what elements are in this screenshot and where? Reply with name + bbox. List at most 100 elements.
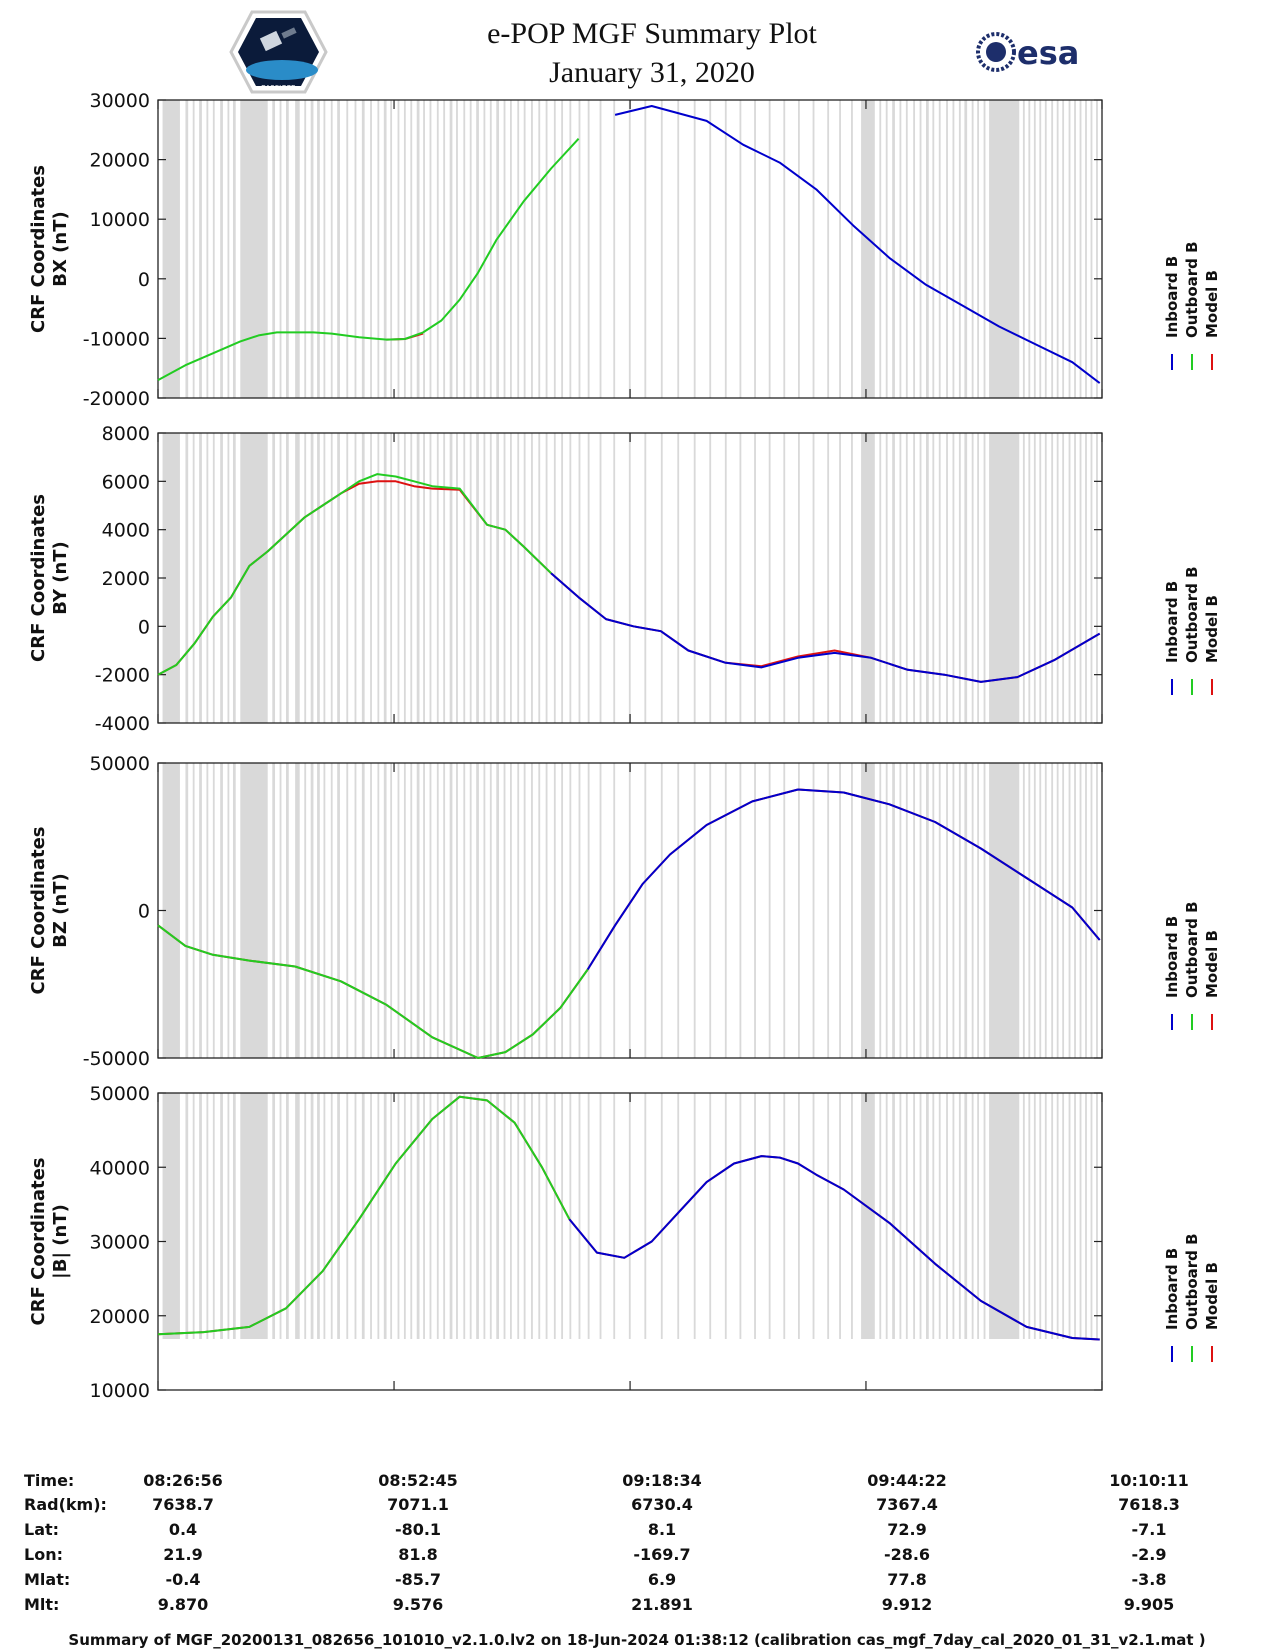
shaded-band bbox=[545, 1093, 548, 1339]
legend-label: Outboard B bbox=[1183, 241, 1201, 338]
ephemeris-value: 0.4 bbox=[169, 1520, 197, 1539]
shaded-band bbox=[693, 763, 696, 1058]
shaded-band bbox=[456, 100, 458, 398]
shaded-band bbox=[354, 763, 357, 1058]
shaded-band bbox=[272, 1093, 276, 1339]
shaded-band bbox=[206, 100, 209, 398]
series-line-outboard-b bbox=[157, 924, 589, 1059]
shaded-band bbox=[569, 433, 572, 723]
shaded-band bbox=[885, 763, 888, 1058]
shaded-band bbox=[1068, 763, 1071, 1058]
shaded-band bbox=[330, 433, 333, 723]
shaded-band bbox=[1074, 1093, 1076, 1339]
shaded-band bbox=[587, 433, 590, 723]
shaded-band bbox=[1056, 1093, 1059, 1339]
shaded-band bbox=[240, 433, 268, 723]
shaded-band bbox=[279, 433, 282, 723]
shaded-band bbox=[677, 433, 680, 723]
shaded-band bbox=[212, 763, 215, 1058]
shaded-band bbox=[390, 1093, 393, 1339]
shaded-band bbox=[754, 100, 756, 398]
shaded-band bbox=[768, 1093, 771, 1339]
shaded-band bbox=[977, 763, 980, 1058]
y-tick-label: 10000 bbox=[90, 1380, 150, 1402]
shaded-band bbox=[885, 433, 888, 723]
shaded-band bbox=[861, 763, 875, 1058]
y-tick-label: 0 bbox=[138, 901, 150, 923]
shaded-band bbox=[361, 763, 365, 1058]
shaded-band bbox=[397, 1093, 400, 1339]
shaded-band bbox=[397, 763, 400, 1058]
shaded-band bbox=[220, 433, 223, 723]
shaded-band bbox=[1090, 763, 1093, 1058]
shaded-band bbox=[946, 1093, 948, 1339]
shaded-band bbox=[1033, 763, 1036, 1058]
shaded-band bbox=[1074, 433, 1076, 723]
shaded-band bbox=[905, 100, 908, 398]
shaded-band bbox=[377, 1093, 380, 1339]
shaded-band bbox=[279, 763, 282, 1058]
shaded-band bbox=[220, 1093, 223, 1339]
shaded-band bbox=[162, 100, 180, 398]
shaded-band bbox=[1039, 433, 1042, 723]
shaded-band bbox=[569, 763, 572, 1058]
y-tick-label: -2000 bbox=[95, 665, 150, 687]
shaded-band bbox=[754, 433, 756, 723]
shaded-band bbox=[768, 100, 771, 398]
shaded-band bbox=[892, 1093, 895, 1339]
ephemeris-value: 81.8 bbox=[398, 1545, 437, 1564]
shaded-band bbox=[390, 433, 393, 723]
shaded-band bbox=[739, 100, 742, 398]
ephemeris-value: -169.7 bbox=[633, 1545, 690, 1564]
shaded-band bbox=[827, 100, 830, 398]
shaded-band bbox=[304, 100, 307, 398]
ephemeris-value: 72.9 bbox=[887, 1520, 926, 1539]
shaded-band bbox=[346, 1093, 349, 1339]
shaded-band bbox=[232, 100, 236, 398]
shaded-band bbox=[185, 1093, 189, 1339]
shaded-band bbox=[851, 433, 853, 723]
ephemeris-value: 7618.3 bbox=[1118, 1495, 1180, 1514]
shaded-band bbox=[971, 433, 974, 723]
shaded-band bbox=[370, 433, 372, 723]
ephemeris-value: -2.9 bbox=[1132, 1545, 1167, 1564]
shaded-band bbox=[436, 100, 439, 398]
shaded-band bbox=[423, 1093, 425, 1339]
shaded-band bbox=[1056, 433, 1059, 723]
shaded-band bbox=[185, 433, 189, 723]
shaded-band bbox=[724, 100, 727, 398]
shaded-band bbox=[523, 433, 526, 723]
shaded-band bbox=[1079, 763, 1082, 1058]
legend-label: Outboard B bbox=[1183, 566, 1201, 663]
shaded-band bbox=[240, 100, 268, 398]
shaded-band bbox=[370, 1093, 372, 1339]
y-tick-label: 20000 bbox=[90, 150, 150, 172]
shaded-band bbox=[416, 1093, 420, 1339]
shaded-band bbox=[232, 433, 236, 723]
shaded-band bbox=[905, 1093, 908, 1339]
shaded-band bbox=[377, 100, 380, 398]
shaded-band bbox=[628, 763, 631, 1058]
shaded-band bbox=[279, 1093, 282, 1339]
shaded-band bbox=[443, 1093, 446, 1339]
ephemeris-value: 09:18:34 bbox=[622, 1471, 702, 1490]
shaded-band bbox=[463, 100, 466, 398]
shaded-band bbox=[429, 100, 432, 398]
shaded-band bbox=[754, 1093, 756, 1339]
legend: Inboard B Outboard B Model B bbox=[1163, 901, 1221, 1030]
shaded-band bbox=[561, 433, 564, 723]
shaded-band bbox=[317, 763, 320, 1058]
shaded-band bbox=[1096, 100, 1098, 398]
shaded-band bbox=[1039, 1093, 1042, 1339]
shaded-band bbox=[354, 100, 357, 398]
shaded-band bbox=[1022, 100, 1025, 398]
shaded-band bbox=[456, 433, 458, 723]
shaded-band bbox=[346, 763, 349, 1058]
shaded-band bbox=[989, 763, 1020, 1058]
shaded-band bbox=[489, 433, 492, 723]
shaded-band bbox=[443, 100, 446, 398]
shaded-band bbox=[510, 433, 512, 723]
shaded-band bbox=[185, 100, 189, 398]
shaded-band bbox=[926, 763, 929, 1058]
